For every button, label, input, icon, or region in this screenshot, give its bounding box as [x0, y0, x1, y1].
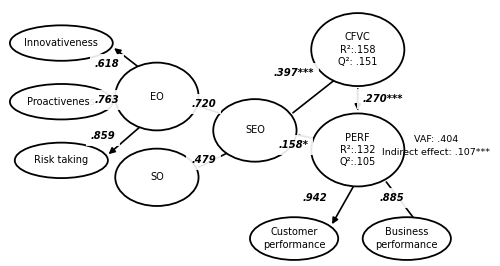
Text: .618: .618 — [94, 59, 120, 69]
Text: Risk taking: Risk taking — [34, 155, 88, 165]
Text: Business
performance: Business performance — [376, 227, 438, 250]
Ellipse shape — [250, 217, 338, 260]
Text: VAF: .404
Indirect effect: .107***: VAF: .404 Indirect effect: .107*** — [382, 135, 490, 157]
Text: .397***: .397*** — [274, 68, 314, 78]
Ellipse shape — [115, 149, 198, 206]
Text: SO: SO — [150, 172, 164, 182]
Text: Innovativeness: Innovativeness — [24, 38, 99, 48]
Ellipse shape — [213, 99, 296, 162]
Text: EO: EO — [150, 92, 164, 102]
Text: .885: .885 — [380, 193, 404, 203]
Text: .942: .942 — [302, 193, 327, 203]
Text: .270***: .270*** — [362, 94, 403, 104]
Text: .158*: .158* — [278, 140, 308, 150]
Text: .859: .859 — [90, 131, 116, 141]
Text: .479: .479 — [191, 155, 216, 165]
Text: SEO: SEO — [245, 125, 265, 135]
Text: .720: .720 — [191, 99, 216, 109]
Ellipse shape — [10, 25, 113, 61]
Text: CFVC
R²:.158
Q²: .151: CFVC R²:.158 Q²: .151 — [338, 32, 378, 67]
Text: PERF
R²:.132
Q²:.105: PERF R²:.132 Q²:.105 — [340, 132, 376, 167]
Ellipse shape — [115, 63, 198, 130]
Ellipse shape — [10, 84, 113, 119]
Ellipse shape — [311, 114, 404, 186]
Text: .763: .763 — [94, 95, 120, 105]
Ellipse shape — [15, 143, 108, 178]
Ellipse shape — [362, 217, 451, 260]
Ellipse shape — [311, 13, 404, 86]
Text: Proactiveness: Proactiveness — [28, 97, 95, 107]
Text: Customer
performance: Customer performance — [263, 227, 326, 250]
